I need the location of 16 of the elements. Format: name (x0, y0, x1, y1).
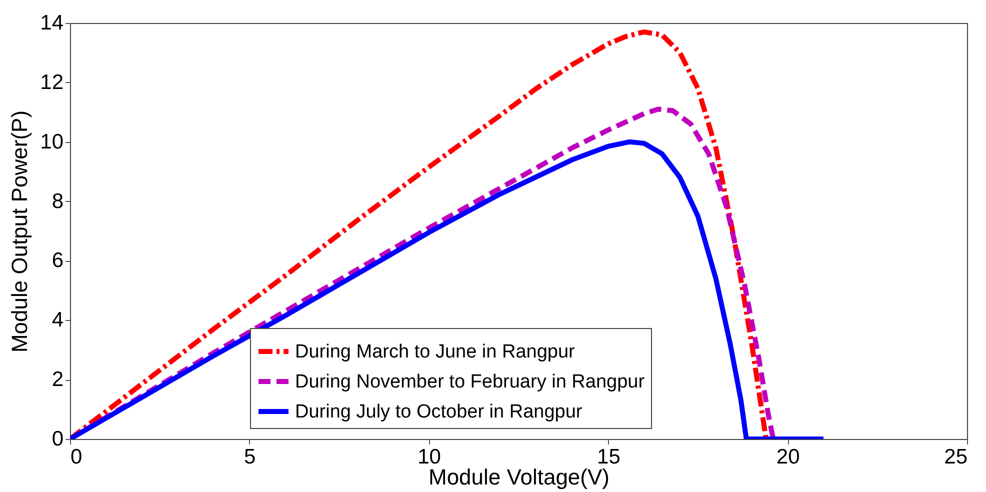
y-tick-label: 8 (52, 190, 64, 213)
x-tick-label: 25 (944, 446, 968, 468)
y-tick-label: 6 (52, 249, 64, 272)
y-tick-label: 0 (52, 428, 64, 450)
x-tick-label: 20 (776, 446, 800, 468)
y-tick-label: 4 (52, 308, 64, 332)
legend-label: During March to June in Rangpur (295, 342, 576, 362)
legend-label: During July to October in Rangpur (295, 402, 583, 422)
y-tick-label: 10 (40, 130, 64, 154)
y-tick-label: 2 (52, 368, 64, 392)
legend-label: During November to February in Rangpur (295, 372, 646, 392)
y-tick-label: 12 (40, 70, 64, 94)
x-tick-label: 5 (244, 446, 256, 468)
y-tick-label: 14 (40, 12, 64, 34)
y-axis-title: Module Output Power(P) (7, 110, 32, 353)
x-tick-label: 0 (70, 446, 82, 468)
